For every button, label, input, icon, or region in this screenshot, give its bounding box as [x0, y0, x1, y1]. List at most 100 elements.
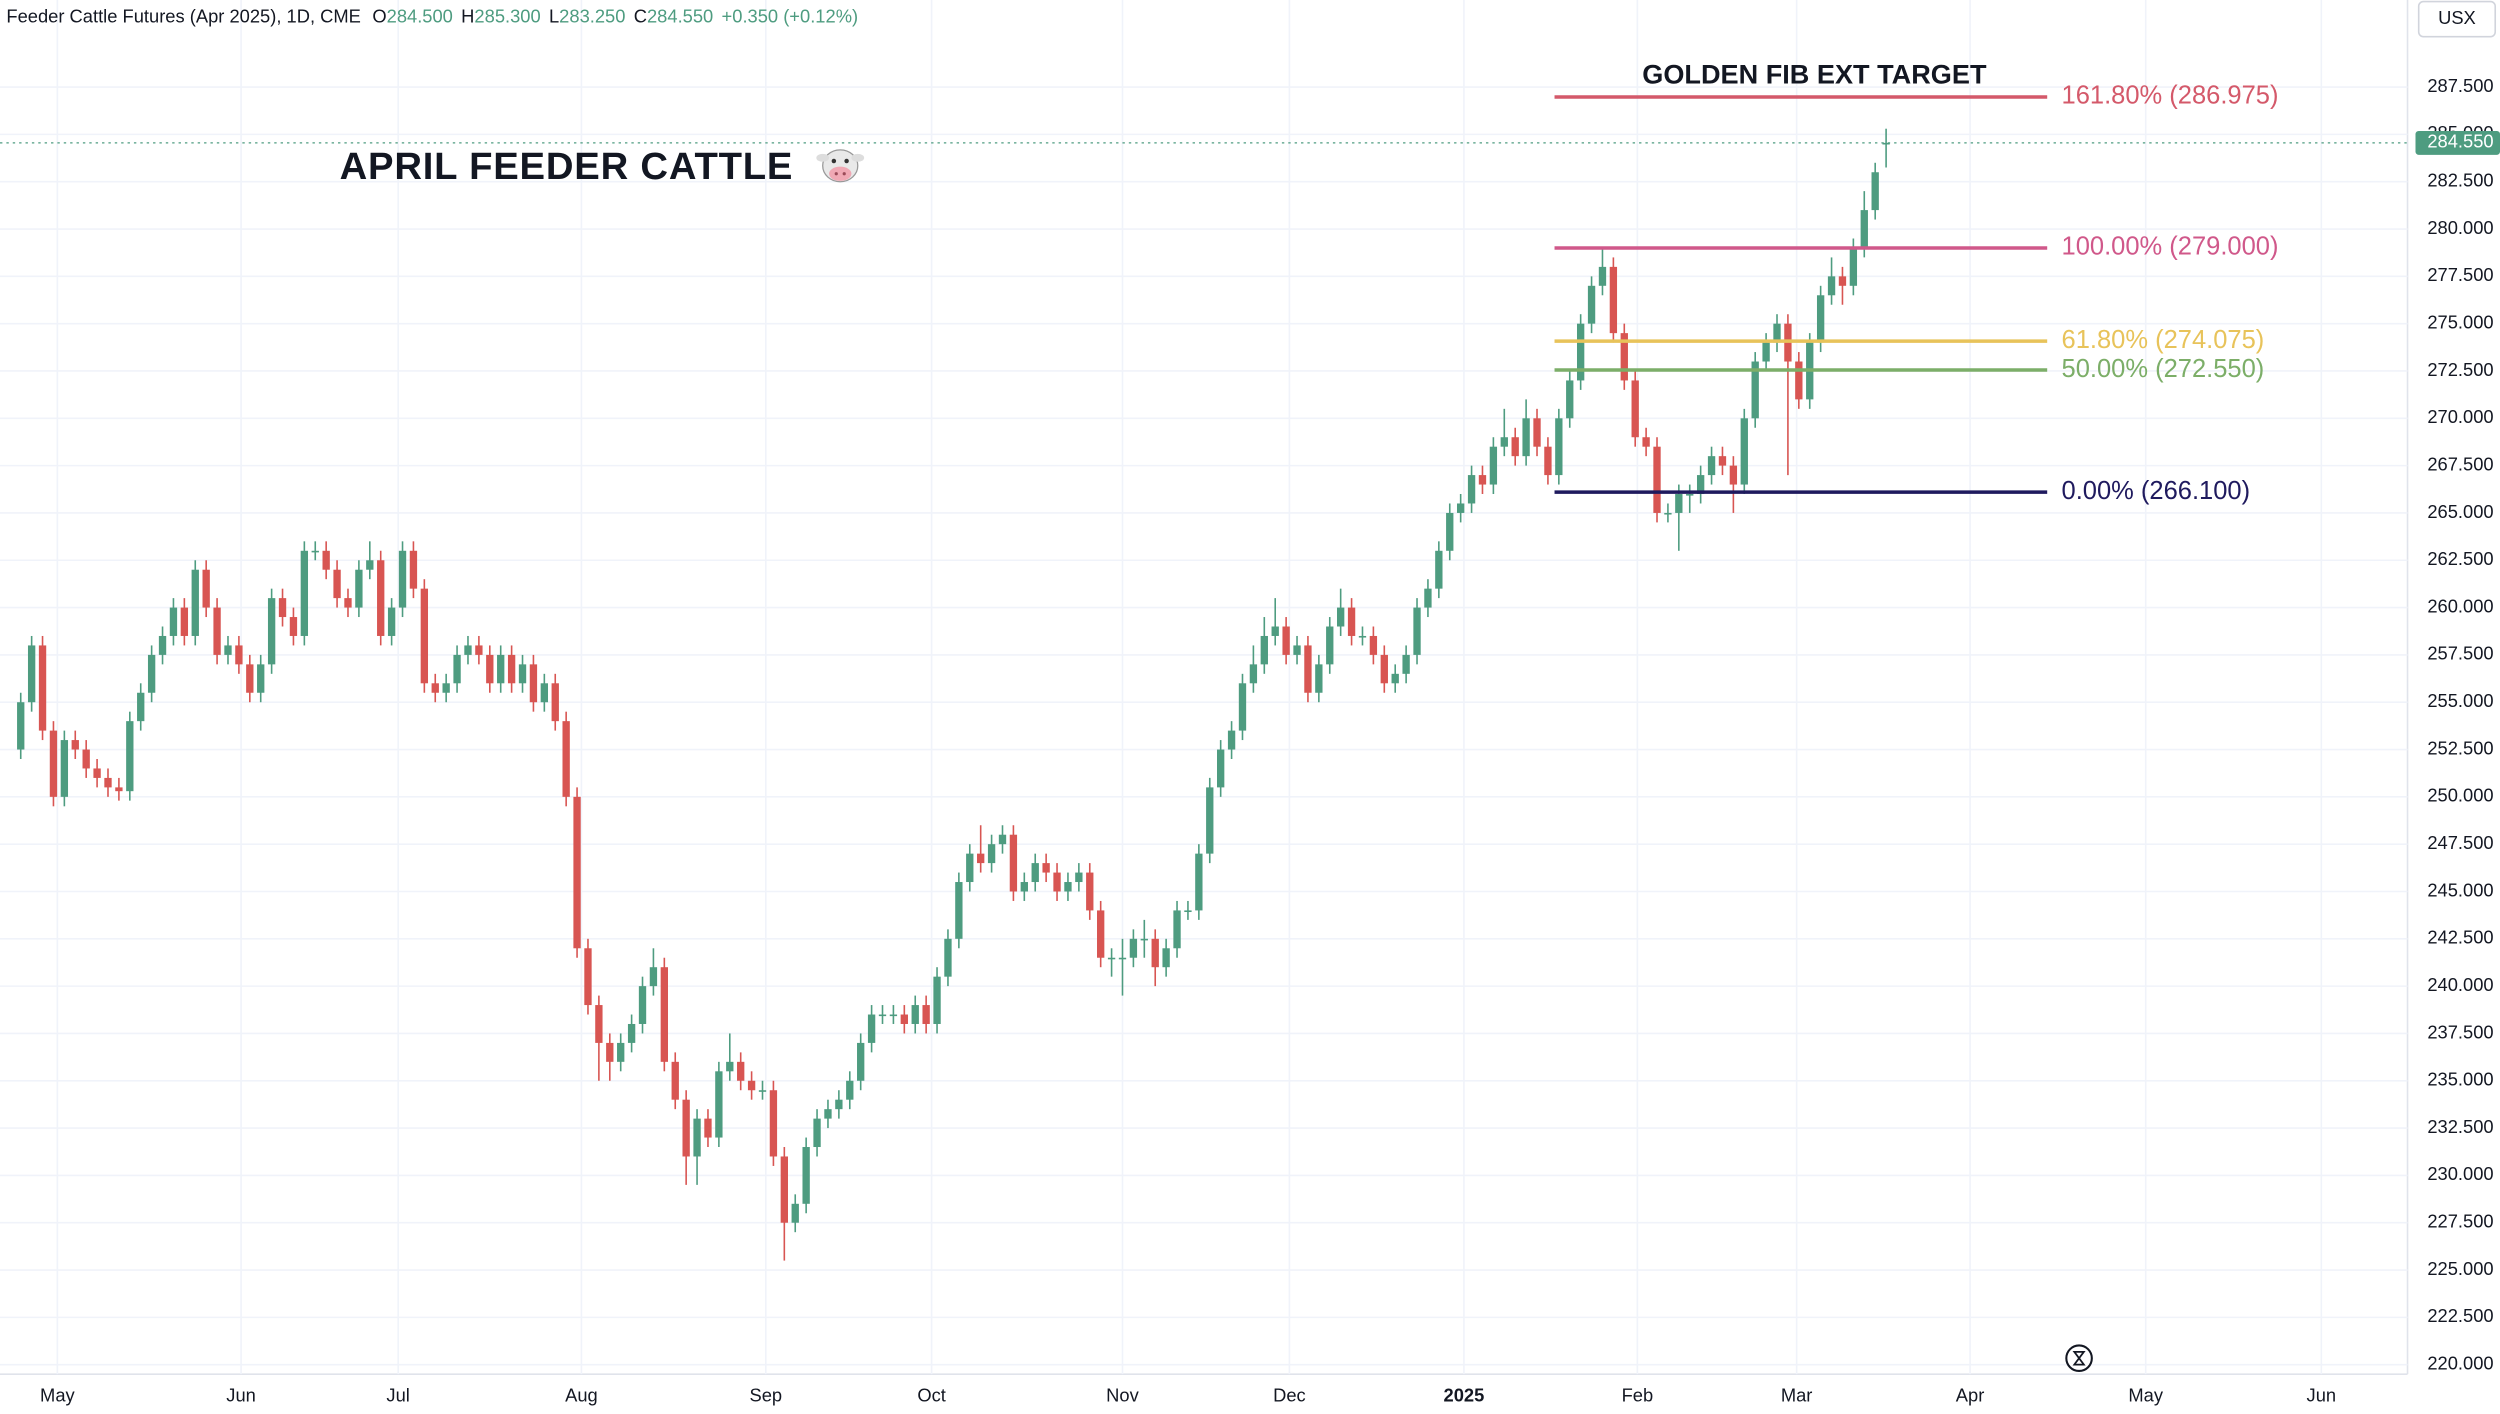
ohlc-key: H	[461, 5, 474, 26]
candle-body	[1533, 418, 1541, 447]
candle-body	[529, 664, 538, 703]
candle-body	[1347, 607, 1356, 636]
candle-body	[1544, 446, 1552, 476]
candle-body	[1609, 266, 1618, 334]
candle-body	[1478, 475, 1487, 485]
symbol: Feeder Cattle Futures (Apr 2025), 1D, CM…	[6, 5, 361, 26]
y-tick-label: 237.500	[2427, 1021, 2493, 1042]
candle-body	[1402, 654, 1410, 674]
candle-body	[1391, 673, 1399, 684]
candle-body	[911, 1005, 919, 1024]
candle-body	[38, 645, 47, 731]
candle-body	[300, 550, 309, 636]
candle-body	[115, 787, 123, 792]
candle-body	[235, 645, 243, 665]
candle-body	[202, 569, 210, 608]
candle-body	[704, 1118, 712, 1138]
candle-body	[649, 967, 658, 987]
candle-body	[1686, 494, 1694, 496]
candle-body	[573, 796, 581, 949]
x-tick-label: Sep	[749, 1384, 782, 1405]
candle-body	[1467, 475, 1476, 504]
candle-body	[1097, 910, 1105, 958]
annotations: 161.80% (286.975) 100.00% (279.000) 61.80%…	[0, 82, 2500, 505]
candle-body	[126, 721, 134, 792]
candle-body	[1118, 957, 1127, 960]
candle-body	[213, 607, 221, 655]
candle-body	[387, 607, 396, 636]
candle-body	[1380, 654, 1388, 684]
candle-body	[791, 1203, 799, 1223]
y-tick-label: 240.000	[2427, 974, 2493, 995]
candle-body	[1151, 938, 1159, 968]
candle-body	[747, 1080, 756, 1091]
candle-body	[453, 654, 461, 684]
candle-body	[1271, 626, 1279, 636]
candle-body	[922, 1005, 930, 1024]
candle-body	[191, 569, 199, 636]
header: Feeder Cattle Futures (Apr 2025), 1D, CM…	[6, 5, 858, 26]
candle-body	[1795, 361, 1803, 400]
candle-body	[398, 550, 407, 608]
y-tick-label: 277.500	[2427, 264, 2493, 285]
candle-body	[813, 1118, 821, 1148]
candle-body	[1707, 456, 1716, 476]
y-tick-label: 225.000	[2427, 1258, 2493, 1279]
candle-body	[955, 882, 963, 939]
candle-body	[1336, 607, 1345, 627]
candle-body	[758, 1090, 767, 1092]
candle-body	[1435, 550, 1443, 589]
candle-body	[627, 1023, 636, 1043]
candle-body	[224, 645, 232, 655]
x-tick-label: Apr	[1956, 1384, 1985, 1405]
fib-label: 0.00% (266.100)	[2062, 477, 2251, 505]
y-tick-label: 232.500	[2427, 1116, 2493, 1137]
currency-box[interactable]	[2417, 0, 2497, 38]
candle-body	[1238, 683, 1247, 731]
y-tick-label: 247.500	[2427, 832, 2493, 853]
candle-body	[1358, 635, 1367, 638]
y-tick-label: 245.000	[2427, 879, 2493, 900]
candle-body	[180, 607, 189, 636]
candle-body	[311, 550, 319, 553]
candle-body	[660, 967, 669, 1062]
candle-body	[693, 1118, 701, 1157]
candle-body	[998, 834, 1007, 845]
ohlc-value: 284.550	[647, 5, 713, 26]
candle-body	[1653, 446, 1661, 513]
candle-body	[846, 1080, 854, 1100]
candle-body	[1827, 276, 1836, 296]
candle-body	[93, 768, 101, 778]
replay-icon[interactable]	[2065, 1344, 2093, 1372]
candle-body	[1227, 730, 1236, 750]
candle-body	[1129, 938, 1138, 958]
candle-body	[158, 635, 167, 655]
chart-title: APRIL FEEDER CATTLE	[340, 145, 794, 188]
x-tick-label: Aug	[565, 1384, 598, 1405]
candle-body	[322, 550, 330, 570]
candle-body	[1740, 418, 1748, 485]
candle-body	[737, 1061, 745, 1081]
candle-body	[878, 1014, 887, 1017]
candle-body	[867, 1014, 876, 1043]
candle-body	[518, 664, 527, 684]
currency[interactable]: USX	[2438, 7, 2476, 28]
candle-body	[344, 598, 352, 608]
candle-body	[1075, 872, 1083, 883]
candle-body	[475, 645, 483, 655]
candle-body	[1511, 437, 1519, 457]
x-tick-label: Dec	[1273, 1384, 1306, 1405]
y-tick-label: 250.000	[2427, 785, 2493, 806]
candle-body	[824, 1109, 832, 1119]
change: +0.350 (+0.12%)	[722, 5, 859, 26]
candle-body	[1042, 863, 1050, 873]
y-tick-label: 262.500	[2427, 548, 2493, 569]
candle-body	[1053, 872, 1061, 892]
candle-body	[49, 730, 58, 797]
candle-body	[562, 721, 570, 797]
x-tick-label: Jul	[386, 1384, 409, 1405]
fib-label: 61.80% (274.075)	[2062, 326, 2265, 354]
candle-body	[366, 560, 374, 570]
candle-body	[267, 598, 276, 665]
